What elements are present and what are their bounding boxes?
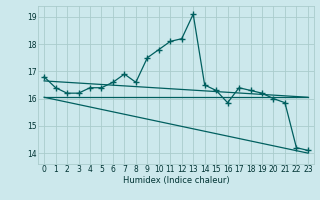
X-axis label: Humidex (Indice chaleur): Humidex (Indice chaleur) [123,176,229,185]
